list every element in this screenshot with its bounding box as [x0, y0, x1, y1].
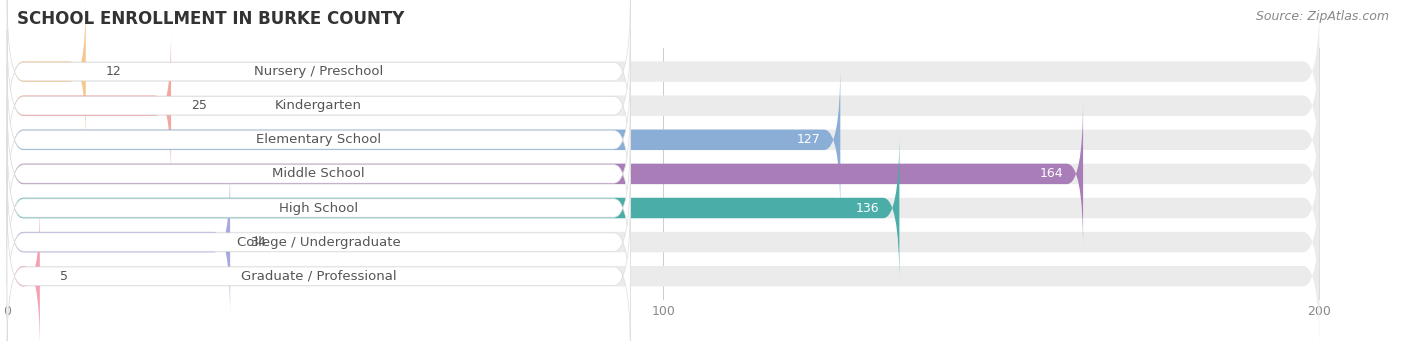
FancyBboxPatch shape	[7, 31, 172, 181]
Text: High School: High School	[280, 202, 359, 214]
FancyBboxPatch shape	[7, 30, 630, 182]
FancyBboxPatch shape	[7, 133, 900, 283]
FancyBboxPatch shape	[7, 166, 630, 318]
Text: 5: 5	[59, 270, 67, 283]
FancyBboxPatch shape	[7, 99, 1083, 249]
Text: Graduate / Professional: Graduate / Professional	[240, 270, 396, 283]
Text: SCHOOL ENROLLMENT IN BURKE COUNTY: SCHOOL ENROLLMENT IN BURKE COUNTY	[17, 10, 405, 28]
Text: Middle School: Middle School	[273, 167, 366, 180]
FancyBboxPatch shape	[7, 201, 39, 341]
Text: 136: 136	[856, 202, 880, 214]
FancyBboxPatch shape	[7, 65, 841, 215]
FancyBboxPatch shape	[7, 0, 630, 148]
Text: Source: ZipAtlas.com: Source: ZipAtlas.com	[1256, 10, 1389, 23]
Text: Kindergarten: Kindergarten	[276, 99, 363, 112]
FancyBboxPatch shape	[7, 200, 630, 341]
FancyBboxPatch shape	[7, 167, 231, 317]
FancyBboxPatch shape	[7, 0, 1319, 147]
FancyBboxPatch shape	[7, 64, 630, 216]
Text: College / Undergraduate: College / Undergraduate	[236, 236, 401, 249]
FancyBboxPatch shape	[7, 99, 1319, 249]
Text: 34: 34	[250, 236, 266, 249]
FancyBboxPatch shape	[7, 167, 1319, 317]
FancyBboxPatch shape	[7, 0, 86, 147]
Text: 25: 25	[191, 99, 207, 112]
Text: 164: 164	[1040, 167, 1063, 180]
Text: 127: 127	[797, 133, 821, 146]
Text: Nursery / Preschool: Nursery / Preschool	[254, 65, 384, 78]
FancyBboxPatch shape	[7, 133, 1319, 283]
Text: 12: 12	[105, 65, 121, 78]
FancyBboxPatch shape	[7, 31, 1319, 181]
Text: Elementary School: Elementary School	[256, 133, 381, 146]
FancyBboxPatch shape	[7, 98, 630, 250]
FancyBboxPatch shape	[7, 201, 1319, 341]
FancyBboxPatch shape	[7, 132, 630, 284]
FancyBboxPatch shape	[7, 65, 1319, 215]
